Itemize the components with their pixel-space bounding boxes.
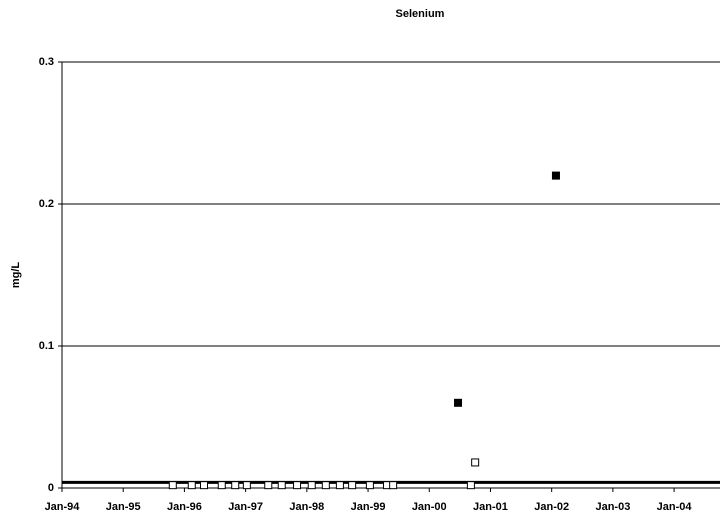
y-tick-label: 0: [48, 482, 54, 494]
marker: [200, 481, 209, 490]
marker: [217, 481, 226, 490]
x-tick-label: Jan-97: [228, 501, 263, 513]
marker: [348, 481, 357, 490]
x-tick-label: Jan-94: [45, 501, 81, 513]
x-tick-label: Jan-04: [657, 501, 693, 513]
marker: [264, 481, 273, 490]
x-tick-label: Jan-01: [473, 501, 508, 513]
y-tick-label: 0.1: [39, 340, 54, 352]
x-tick-label: Jan-99: [351, 501, 386, 513]
x-tick-label: Jan-96: [167, 501, 202, 513]
x-tick-label: Jan-98: [289, 501, 324, 513]
marker: [187, 481, 196, 490]
marker: [335, 481, 344, 490]
x-tick-label: Jan-03: [595, 501, 630, 513]
marker: [168, 481, 177, 490]
marker: [365, 481, 374, 490]
marker: [466, 481, 475, 490]
x-tick-label: Jan-00: [412, 501, 447, 513]
chart-title: Selenium: [396, 8, 445, 20]
x-tick-label: Jan-02: [534, 501, 569, 513]
marker: [389, 481, 398, 490]
marker: [307, 481, 316, 490]
marker: [277, 481, 286, 490]
marker: [471, 458, 480, 467]
y-axis-label: mg/L: [10, 262, 22, 289]
y-tick-label: 0.2: [39, 198, 54, 210]
marker: [242, 481, 251, 490]
marker: [321, 481, 330, 490]
y-tick-label: 0.3: [39, 56, 54, 68]
marker: [231, 481, 240, 490]
x-tick-label: Jan-95: [106, 501, 141, 513]
marker: [454, 398, 463, 407]
marker: [551, 171, 560, 180]
marker: [293, 481, 302, 490]
